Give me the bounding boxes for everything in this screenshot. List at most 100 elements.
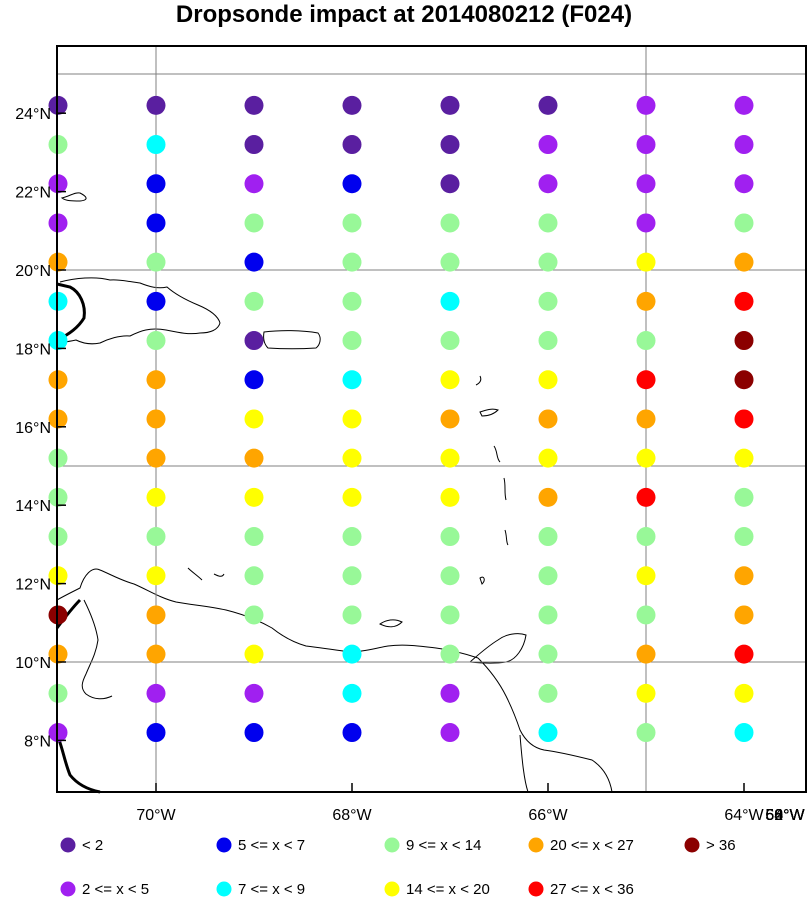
impact-dot <box>636 370 656 390</box>
impact-dot <box>734 213 754 233</box>
venezuela-coast <box>56 568 479 659</box>
impact-dot <box>440 95 460 115</box>
impact-dot <box>342 95 362 115</box>
impact-dot <box>146 683 166 703</box>
impact-dot <box>734 487 754 507</box>
impact-dot <box>538 723 558 743</box>
impact-dot <box>636 448 656 468</box>
y-tick-label: 18°N <box>15 341 51 358</box>
legend-swatch <box>528 837 544 853</box>
impact-dot <box>440 644 460 664</box>
impact-dot <box>342 527 362 547</box>
impact-dot <box>636 291 656 311</box>
impact-dot <box>244 723 264 743</box>
legend-swatch <box>60 837 76 853</box>
impact-dot <box>244 95 264 115</box>
impact-dot <box>146 723 166 743</box>
impact-dot <box>342 723 362 743</box>
y-tick-label: 22°N <box>15 185 51 202</box>
impact-dot <box>734 291 754 311</box>
impact-dot <box>734 527 754 547</box>
y-tick-label: 12°N <box>15 577 51 594</box>
impact-dot <box>342 683 362 703</box>
impact-dot <box>440 605 460 625</box>
axis-ticks: 72°W70°W68°W66°W64°W62°W60°W58°W56°W54°W… <box>15 106 805 824</box>
impact-dot <box>244 683 264 703</box>
impact-dot <box>244 644 264 664</box>
impact-dot <box>636 174 656 194</box>
impact-dot <box>636 605 656 625</box>
guianas-coast <box>477 657 613 793</box>
puerto-rico-coast <box>263 330 321 350</box>
y-tick-label: 14°N <box>15 498 51 515</box>
impact-dot <box>244 487 264 507</box>
impact-dot <box>538 174 558 194</box>
x-tick-label: 70°W <box>136 807 176 824</box>
impact-dot <box>734 331 754 351</box>
legend-swatch <box>684 837 700 853</box>
impact-dot <box>146 448 166 468</box>
legend-label: > 36 <box>706 837 736 854</box>
impact-dot <box>146 252 166 272</box>
impact-dot <box>734 566 754 586</box>
impact-dot <box>440 174 460 194</box>
impact-dot <box>636 566 656 586</box>
impact-dot <box>538 527 558 547</box>
impact-dots <box>48 95 754 743</box>
impact-dot <box>636 683 656 703</box>
legend-label: 20 <= x < 27 <box>550 837 634 854</box>
impact-dot <box>244 213 264 233</box>
impact-dot <box>342 252 362 272</box>
impact-dot <box>244 566 264 586</box>
impact-dot <box>538 135 558 155</box>
impact-dot <box>734 95 754 115</box>
impact-dot <box>342 448 362 468</box>
hispaniola-coast <box>56 277 221 345</box>
y-tick-label: 24°N <box>15 106 51 123</box>
legend-label: < 2 <box>82 837 103 854</box>
impact-dot <box>146 370 166 390</box>
impact-dot <box>146 527 166 547</box>
impact-dot <box>636 331 656 351</box>
hispaniola-west-coast <box>56 282 86 342</box>
impact-dot <box>244 605 264 625</box>
impact-dot <box>342 566 362 586</box>
impact-dot <box>146 174 166 194</box>
impact-dot <box>734 644 754 664</box>
impact-dot <box>244 370 264 390</box>
impact-dot <box>636 213 656 233</box>
legend-label: 2 <= x < 5 <box>82 881 149 898</box>
impact-dot <box>538 487 558 507</box>
impact-dot <box>342 135 362 155</box>
impact-dot <box>244 291 264 311</box>
impact-dot <box>342 605 362 625</box>
impact-dot <box>636 135 656 155</box>
impact-dot <box>538 331 558 351</box>
impact-dot <box>734 174 754 194</box>
coastline-layer <box>55 192 613 794</box>
x-tick-label: 64°W <box>724 807 764 824</box>
impact-dot <box>440 291 460 311</box>
impact-dot <box>636 527 656 547</box>
impact-dot <box>146 291 166 311</box>
impact-dot <box>636 252 656 272</box>
impact-dot <box>538 566 558 586</box>
legend-swatch <box>60 881 76 897</box>
impact-dot <box>244 448 264 468</box>
trinidad-coast <box>468 633 527 664</box>
impact-dot <box>636 723 656 743</box>
impact-dot <box>734 723 754 743</box>
impact-dot <box>440 527 460 547</box>
impact-dot <box>342 370 362 390</box>
legend-swatch <box>384 881 400 897</box>
impact-dot <box>440 683 460 703</box>
impact-dot <box>146 331 166 351</box>
impact-dot <box>734 135 754 155</box>
x-tick-label: 54°W <box>765 807 805 824</box>
impact-dot <box>636 487 656 507</box>
impact-dot <box>440 723 460 743</box>
impact-dot <box>538 448 558 468</box>
impact-dot <box>538 95 558 115</box>
legend-label: 9 <= x < 14 <box>406 837 481 854</box>
